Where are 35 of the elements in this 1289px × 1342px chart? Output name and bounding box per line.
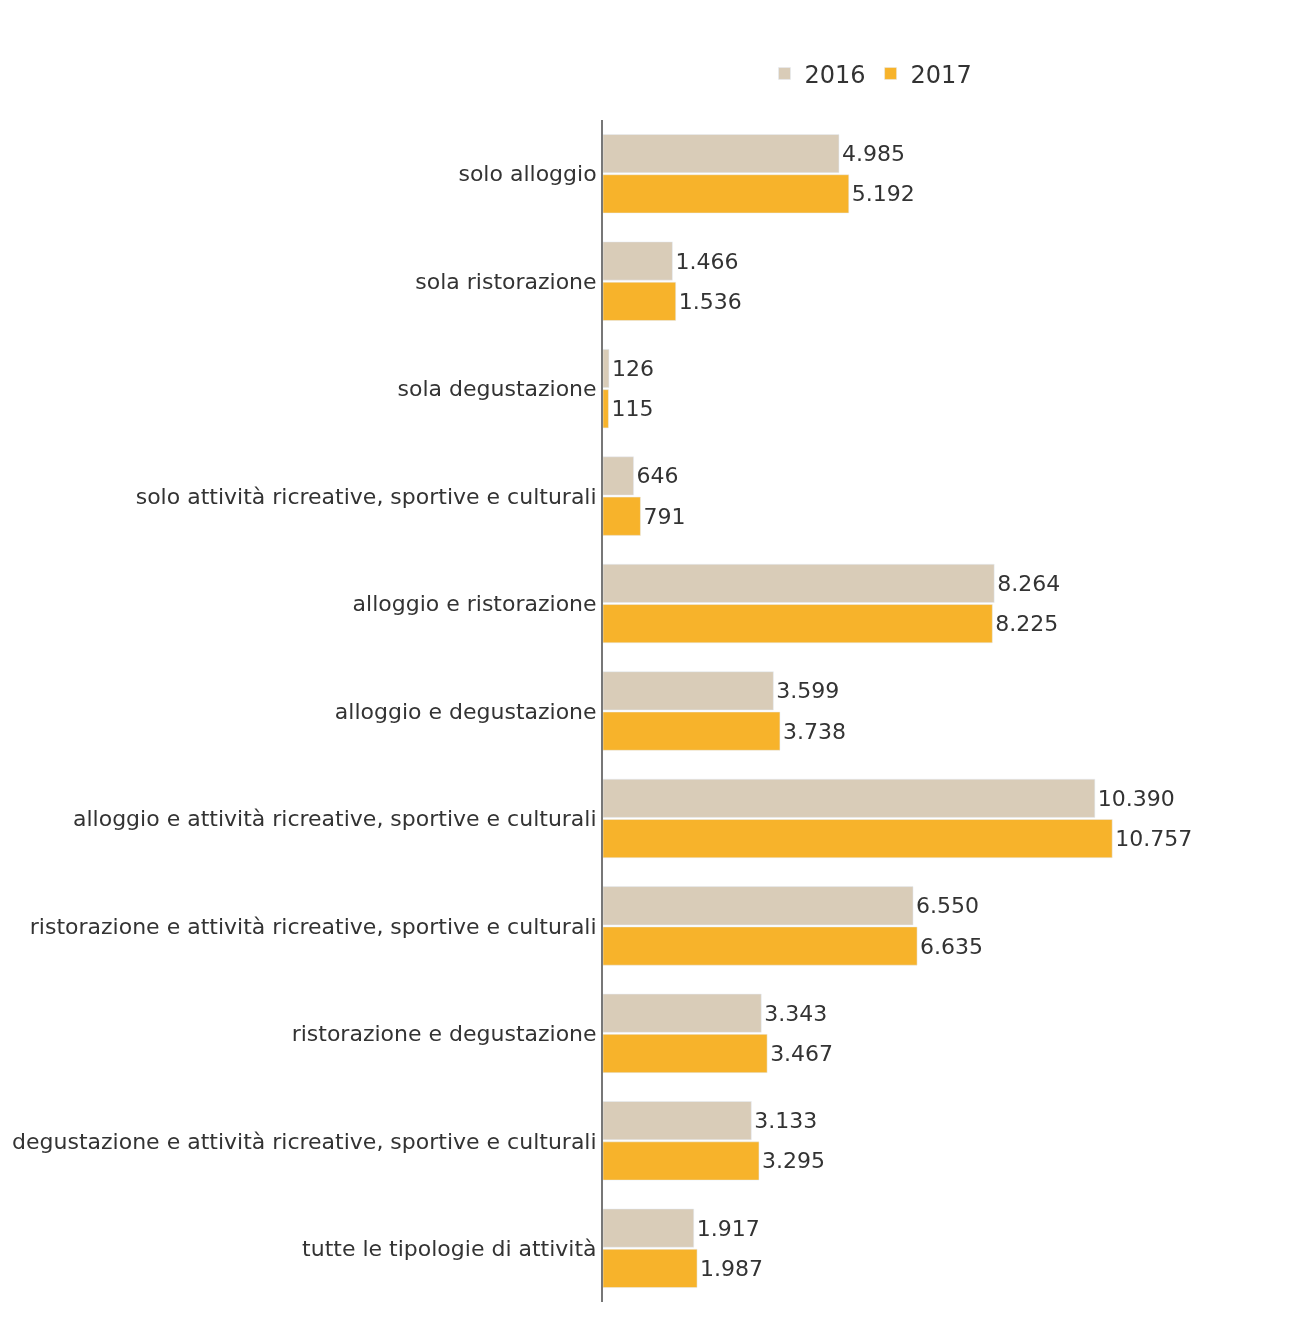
y-tick-label: degustazione e attività ricreative, sportive e culturali [12, 1128, 597, 1154]
data-label: 1.466 [675, 248, 739, 274]
y-tick-label: sola ristorazione [415, 268, 597, 294]
legend-label: 2016 [804, 60, 866, 89]
y-tick-label: ristorazione e attività ricreative, sportive e culturali [29, 913, 597, 939]
y-tick-label: alloggio e degustazione [334, 698, 597, 724]
y-tick-label: solo alloggio [458, 161, 597, 187]
y-tick-label: alloggio e attività ricreative, sportive e culturali [72, 806, 597, 832]
data-label: 1.987 [700, 1255, 764, 1281]
data-label: 791 [643, 503, 686, 529]
data-label: 8.264 [997, 570, 1061, 596]
data-label: 6.635 [920, 933, 984, 959]
data-label: 3.343 [764, 1000, 828, 1026]
y-tick-label: solo attività ricreative, sportive e culturali [135, 483, 597, 509]
data-label: 3.295 [761, 1148, 825, 1174]
legend-label: 2017 [910, 60, 972, 89]
y-tick-label: ristorazione e degustazione [291, 1021, 597, 1047]
y-tick-label: alloggio e ristorazione [352, 591, 597, 617]
data-label: 126 [611, 355, 654, 381]
y-tick-label: sola degustazione [397, 376, 597, 402]
data-label: 4.985 [841, 141, 905, 167]
data-label: 5.192 [851, 181, 915, 207]
data-label: 3.467 [770, 1041, 834, 1067]
data-label: 6.550 [916, 893, 980, 919]
data-label: 3.133 [754, 1108, 818, 1134]
data-label: 10.757 [1115, 826, 1193, 852]
data-label: 3.599 [776, 678, 840, 704]
data-label: 115 [611, 396, 654, 422]
data-label: 3.738 [782, 718, 846, 744]
data-label: 646 [636, 463, 679, 489]
y-tick-label: tutte le tipologie di attività [302, 1235, 597, 1261]
data-label: 8.225 [995, 611, 1059, 637]
data-label: 10.390 [1097, 785, 1175, 811]
data-label: 1.917 [696, 1215, 760, 1241]
data-label: 1.536 [678, 288, 742, 314]
